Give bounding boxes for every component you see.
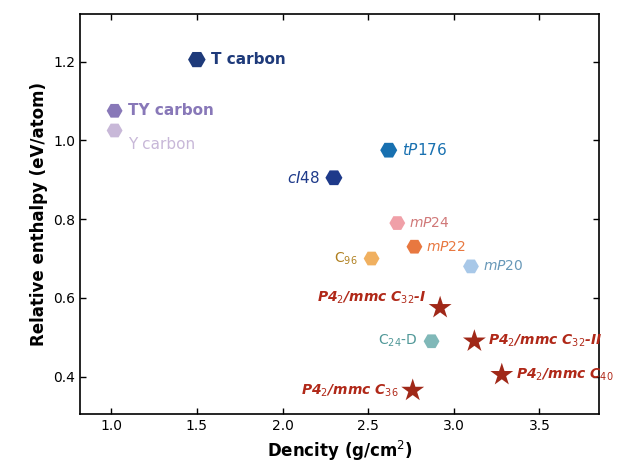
Text: $\it{cI48}$: $\it{cI48}$	[287, 170, 320, 186]
Text: $\it{tP176}$: $\it{tP176}$	[402, 142, 448, 158]
Text: Y carbon: Y carbon	[129, 137, 195, 152]
Text: C$_{24}$-D: C$_{24}$-D	[378, 333, 418, 349]
Point	[392, 219, 402, 227]
Point	[410, 243, 420, 250]
Point	[435, 304, 445, 312]
Text: P4$_2$/mmc C$_{32}$-II: P4$_2$/mmc C$_{32}$-II	[488, 333, 603, 349]
Point	[466, 263, 476, 270]
Point	[426, 337, 436, 345]
Text: $\it{mP24}$: $\it{mP24}$	[409, 216, 450, 230]
Point	[329, 174, 339, 181]
Text: TY carbon: TY carbon	[129, 103, 214, 119]
Point	[384, 147, 394, 154]
Point	[408, 387, 418, 394]
Text: T carbon: T carbon	[211, 52, 286, 67]
Text: C$_{96}$: C$_{96}$	[334, 250, 358, 267]
Point	[192, 56, 202, 63]
Point	[109, 127, 119, 134]
Point	[497, 371, 507, 378]
Text: $\it{mP22}$: $\it{mP22}$	[426, 240, 467, 254]
Text: P4$_2$/mmc C$_{32}$-I: P4$_2$/mmc C$_{32}$-I	[317, 290, 426, 306]
Text: P4$_2$/mmc C$_{36}$: P4$_2$/mmc C$_{36}$	[302, 382, 399, 399]
Point	[470, 337, 480, 345]
Point	[109, 107, 119, 115]
X-axis label: Dencity (g/cm$^2$): Dencity (g/cm$^2$)	[267, 438, 413, 463]
Text: P4$_2$/mmc C$_{40}$: P4$_2$/mmc C$_{40}$	[515, 367, 613, 383]
Point	[366, 255, 376, 262]
Y-axis label: Relative enthalpy (eV/atom): Relative enthalpy (eV/atom)	[30, 82, 48, 346]
Text: $\it{mP20}$: $\it{mP20}$	[483, 259, 523, 273]
